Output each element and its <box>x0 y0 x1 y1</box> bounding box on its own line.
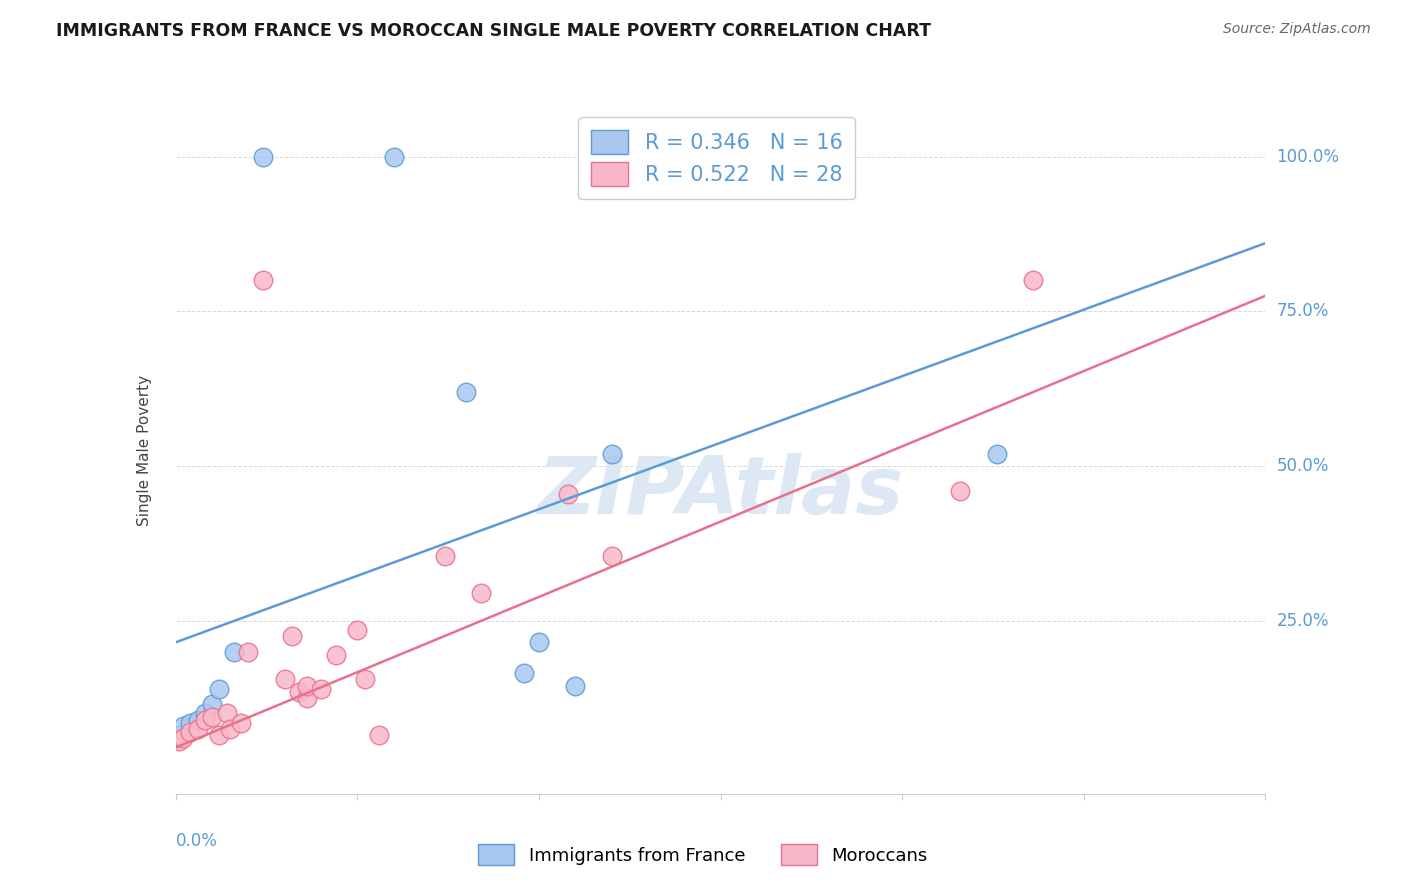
Point <box>208 728 231 742</box>
Point <box>201 697 224 711</box>
Text: 0.0%: 0.0% <box>176 831 218 850</box>
Point <box>353 673 375 687</box>
Point <box>231 715 253 730</box>
Point <box>186 722 209 736</box>
Legend: R = 0.346   N = 16, R = 0.522   N = 28: R = 0.346 N = 16, R = 0.522 N = 28 <box>578 118 855 199</box>
Point <box>325 648 347 662</box>
Point <box>252 149 274 163</box>
Text: ZIPAtlas: ZIPAtlas <box>537 452 904 531</box>
Point <box>186 713 209 727</box>
Point <box>201 709 224 723</box>
Point <box>169 728 191 742</box>
Point <box>309 681 332 696</box>
Point <box>281 629 304 643</box>
Point <box>172 719 194 733</box>
Point <box>172 731 194 746</box>
Point <box>274 673 297 687</box>
Text: 50.0%: 50.0% <box>1277 457 1329 475</box>
Point <box>600 446 623 460</box>
Point <box>179 725 201 739</box>
Point <box>208 681 231 696</box>
Point <box>295 679 318 693</box>
Point <box>222 644 245 658</box>
Point <box>288 685 311 699</box>
Point <box>179 715 201 730</box>
Y-axis label: Single Male Poverty: Single Male Poverty <box>138 375 152 526</box>
Point <box>564 679 586 693</box>
Point <box>600 549 623 563</box>
Text: 100.0%: 100.0% <box>1277 147 1340 166</box>
Point <box>949 483 972 498</box>
Point <box>238 644 260 658</box>
Text: Source: ZipAtlas.com: Source: ZipAtlas.com <box>1223 22 1371 37</box>
Point <box>382 149 405 163</box>
Point <box>557 487 579 501</box>
Point <box>1022 273 1045 287</box>
Text: 25.0%: 25.0% <box>1277 612 1329 630</box>
Point <box>295 690 318 705</box>
Point <box>252 273 274 287</box>
Point <box>368 728 391 742</box>
Text: IMMIGRANTS FROM FRANCE VS MOROCCAN SINGLE MALE POVERTY CORRELATION CHART: IMMIGRANTS FROM FRANCE VS MOROCCAN SINGL… <box>56 22 931 40</box>
Point <box>470 586 492 600</box>
Point <box>346 623 368 637</box>
Point <box>527 635 550 649</box>
Point <box>169 734 191 748</box>
Point <box>194 713 217 727</box>
Legend: Immigrants from France, Moroccans: Immigrants from France, Moroccans <box>471 837 935 872</box>
Point <box>986 446 1008 460</box>
Point <box>513 666 536 681</box>
Point <box>215 706 238 721</box>
Text: 75.0%: 75.0% <box>1277 302 1329 320</box>
Point <box>194 706 217 721</box>
Point <box>456 384 478 399</box>
Point <box>219 722 242 736</box>
Point <box>433 549 456 563</box>
